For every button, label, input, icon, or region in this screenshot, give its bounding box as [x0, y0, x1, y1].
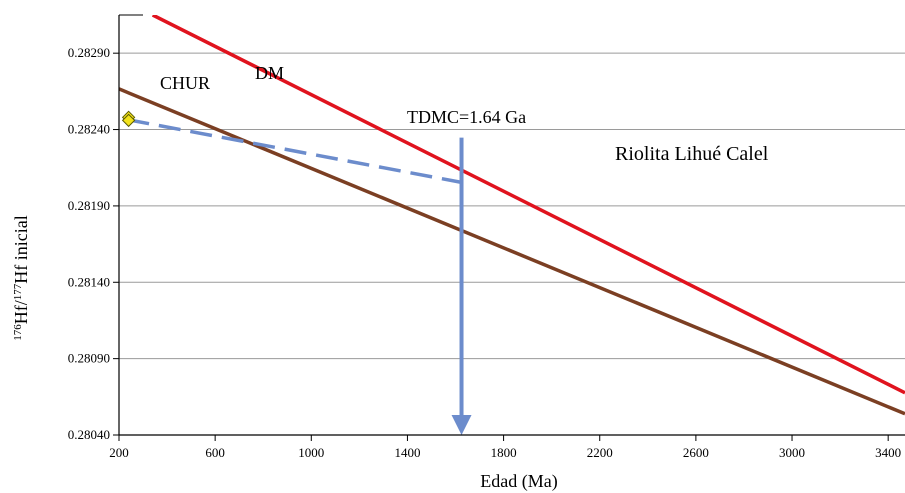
x-tick-labels: 200 600 1000 1400 1800 2200 2600 3000 3400: [109, 435, 901, 460]
svg-text:176Hf/177Hf inicial: 176Hf/177Hf inicial: [11, 215, 31, 340]
data-points-layer: [121, 110, 136, 128]
series-line-chur: [119, 87, 905, 416]
tdmc-arrow-head: [451, 415, 472, 435]
y-label-sup-177: 177: [12, 283, 24, 300]
series-layer: [119, 15, 905, 416]
y-label-hf: Hf/: [11, 300, 31, 324]
y-tick-label-1: 0.28090: [68, 351, 110, 366]
x-tick-label-1: 600: [205, 445, 225, 460]
x-tick-label-7: 3000: [779, 445, 805, 460]
x-tick-label-3: 1400: [394, 445, 420, 460]
data-point-1: [121, 113, 136, 128]
axes: [118, 14, 905, 436]
tdmc-label: TDMC=1.64 Ga: [407, 107, 526, 127]
y-tick-label-2: 0.28140: [68, 274, 110, 289]
x-tick-label-5: 2200: [587, 445, 613, 460]
x-tick-label-6: 2600: [683, 445, 709, 460]
x-tick-label-2: 1000: [298, 445, 324, 460]
y-label-sup-176: 176: [12, 324, 24, 341]
tdmc-arrow-layer: [451, 137, 472, 435]
x-tick-label-8: 3400: [875, 445, 901, 460]
y-tick-label-4: 0.28240: [68, 122, 110, 137]
sample-label: Riolita Lihué Calel: [615, 143, 769, 165]
x-tick-label-0: 200: [109, 445, 129, 460]
y-label-hf-inicial: Hf inicial: [11, 215, 31, 283]
y-tick-labels: 0.28040 0.28090 0.28140 0.28190 0.28240 0.282…: [68, 45, 119, 442]
y-tick-label-3: 0.28190: [68, 198, 110, 213]
series-line-dm: [151, 15, 905, 395]
y-tick-label-5: 0.28290: [68, 45, 110, 60]
y-axis-label: 176Hf/177Hf inicial: [11, 215, 31, 340]
dm-line-label: DM: [255, 63, 284, 83]
grid-lines: [119, 52, 905, 360]
series-line-dashed-evolution: [127, 117, 462, 185]
x-axis-label: Edad (Ma): [480, 471, 557, 492]
y-tick-label-0: 0.28040: [68, 427, 110, 442]
x-tick-label-4: 1800: [491, 445, 517, 460]
chur-line-label: CHUR: [160, 73, 210, 93]
